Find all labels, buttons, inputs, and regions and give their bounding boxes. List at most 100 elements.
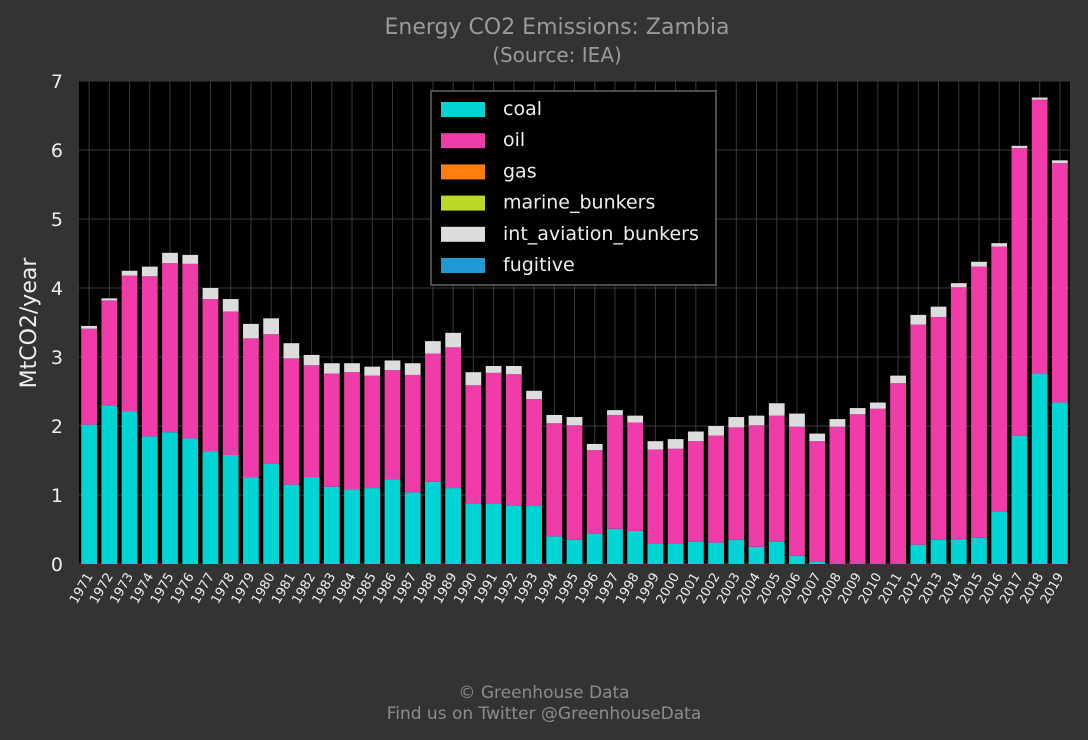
bar-int_aviation_bunkers-2019 [1052,160,1068,164]
y-axis-label: MtCO2/year [17,257,42,389]
bar-oil-2010 [869,408,886,564]
bar-int_aviation_bunkers-2005 [768,403,785,416]
bar-oil-2012 [910,324,927,545]
bar-coal-1983 [323,486,340,564]
bar-int_aviation_bunkers-2013 [930,306,947,317]
bar-int_aviation_bunkers-1996 [586,443,603,451]
bar-oil-1973 [121,275,138,412]
bar-oil-2002 [708,435,724,543]
bar-coal-1989 [445,488,462,564]
bar-int_aviation_bunkers-1972 [101,298,118,301]
bar-int_aviation_bunkers-2015 [971,261,987,267]
bar-coal-1992 [505,505,522,564]
bar-coal-2003 [728,539,745,564]
bar-int_aviation_bunkers-2012 [910,314,927,325]
chart-subtitle: (Source: IEA) [492,43,622,67]
legend-swatch-oil [441,133,485,149]
bar-int_aviation_bunkers-1999 [647,441,664,450]
legend-label-fugitive: fugitive [503,254,575,276]
y-tick-label: 5 [51,209,63,231]
y-tick-label: 0 [51,554,63,576]
bar-int_aviation_bunkers-1989 [445,332,462,348]
bar-coal-2004 [748,546,765,564]
bar-coal-1988 [425,481,441,564]
bar-oil-1986 [384,370,401,480]
bar-coal-1994 [546,536,563,564]
bar-oil-1977 [202,299,219,452]
bar-oil-1999 [647,449,664,544]
bar-coal-1976 [182,438,199,564]
bar-oil-1980 [263,334,280,464]
bar-oil-2017 [1011,147,1028,436]
bar-int_aviation_bunkers-1977 [202,288,219,300]
bar-int_aviation_bunkers-2010 [869,402,886,409]
bar-int_aviation_bunkers-1994 [546,414,563,424]
bar-coal-2007 [809,561,826,564]
bar-coal-1979 [243,477,259,564]
bar-oil-1983 [323,373,340,487]
legend-label-marine_bunkers: marine_bunkers [503,192,655,214]
bar-oil-2001 [687,441,704,542]
bar-int_aviation_bunkers-1981 [283,343,300,359]
bar-int_aviation_bunkers-1992 [505,365,522,375]
bar-oil-2013 [930,316,947,540]
bar-oil-2004 [748,425,765,547]
bar-int_aviation_bunkers-2008 [829,419,846,427]
y-tick-label: 3 [51,347,63,369]
bar-oil-2011 [890,383,906,564]
bar-oil-2009 [849,414,866,564]
legend-label-coal: coal [503,98,542,120]
legend-swatch-marine_bunkers [441,195,485,211]
bar-oil-1982 [303,365,320,478]
bar-coal-2000 [667,543,684,564]
bar-oil-1994 [546,423,563,537]
bar-int_aviation_bunkers-2000 [667,439,684,449]
bar-oil-1974 [141,276,158,437]
bar-int_aviation_bunkers-1991 [485,365,502,373]
bar-coal-1985 [364,488,381,564]
bar-int_aviation_bunkers-1979 [243,323,259,339]
bar-oil-2005 [768,415,785,542]
y-tick-label: 7 [51,71,63,93]
bar-int_aviation_bunkers-1988 [425,341,441,354]
bar-oil-2018 [1031,99,1048,374]
bar-int_aviation_bunkers-1971 [81,325,97,329]
y-tick-label: 4 [51,278,63,300]
bar-int_aviation_bunkers-1985 [364,366,381,376]
bar-oil-1972 [101,300,118,406]
bar-coal-1975 [162,432,178,564]
bar-int_aviation_bunkers-2011 [890,375,906,384]
chart-title: Energy CO2 Emissions: Zambia [385,15,730,40]
bar-int_aviation_bunkers-2016 [991,243,1008,247]
bar-coal-2001 [687,541,704,564]
bar-oil-1988 [425,353,441,482]
bar-int_aviation_bunkers-1980 [263,318,280,335]
bar-coal-1972 [101,405,118,564]
bar-oil-2014 [950,287,967,540]
bar-oil-2016 [991,246,1008,512]
bar-oil-1971 [81,328,97,425]
y-tick-label: 1 [51,485,63,507]
bar-coal-2016 [991,511,1008,564]
bar-oil-1990 [465,385,482,504]
bar-coal-1982 [303,477,320,564]
bar-oil-1989 [445,347,462,489]
bar-int_aviation_bunkers-1975 [162,252,178,264]
legend-label-oil: oil [503,129,525,151]
bar-coal-1978 [222,454,239,564]
bar-int_aviation_bunkers-2001 [687,431,704,442]
bar-oil-1984 [344,372,360,490]
bar-coal-2006 [789,555,805,564]
bar-oil-1975 [162,263,178,433]
bar-coal-1980 [263,463,280,564]
bar-int_aviation_bunkers-1978 [222,299,239,312]
legend-swatch-gas [441,164,485,180]
y-tick-label: 6 [51,140,63,162]
bar-oil-2008 [829,426,846,564]
bar-coal-1990 [465,503,482,564]
bar-int_aviation_bunkers-1976 [182,254,199,264]
bar-oil-2000 [667,448,684,544]
bar-oil-1995 [566,425,583,540]
bar-int_aviation_bunkers-2018 [1031,97,1048,100]
